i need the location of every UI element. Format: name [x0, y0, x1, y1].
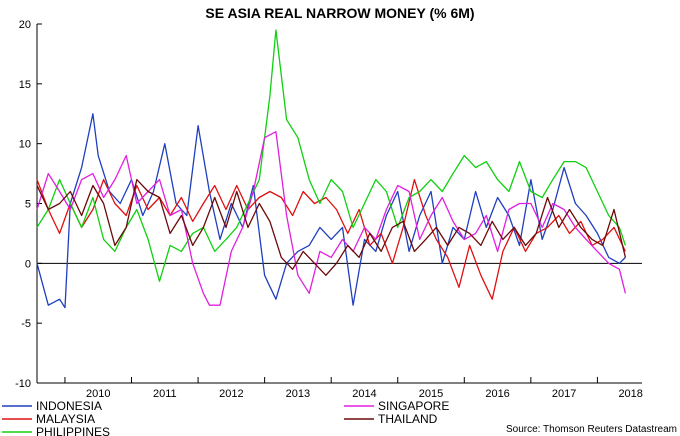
x-tick-label: 2016	[485, 388, 509, 400]
source-note: Source: Thomson Reuters Datastream	[506, 424, 677, 435]
legend-label-singapore: SINGAPORE	[378, 399, 449, 413]
series-line-philippines	[36, 29, 627, 282]
y-tick-label: 20	[19, 19, 31, 31]
x-tick-label: 2010	[86, 388, 110, 400]
y-axis-ticks: -10 -5 0 5 10 15 20	[15, 19, 42, 390]
series-lines	[36, 29, 627, 309]
x-tick-label: 2012	[219, 388, 243, 400]
chart-title: SE ASIA REAL NARROW MONEY (% 6M)	[205, 5, 474, 21]
plot-frame	[36, 24, 642, 384]
x-tick-label: 2013	[286, 388, 310, 400]
y-tick-label: 5	[25, 199, 31, 211]
x-tick-label: 2018	[618, 388, 642, 400]
y-tick-label: 15	[19, 79, 31, 91]
series-line-indonesia	[36, 113, 626, 309]
legend-label-thailand: THAILAND	[378, 412, 438, 426]
legend-label-philippines: PHILIPPINES	[36, 425, 110, 436]
y-tick-label: -10	[15, 378, 31, 390]
legend-label-malaysia: MALAYSIA	[36, 412, 95, 426]
x-tick-label: 2015	[419, 388, 443, 400]
x-tick-label: 2014	[352, 388, 376, 400]
x-tick-label: 2017	[552, 388, 576, 400]
legend-label-indonesia: INDONESIA	[36, 399, 102, 413]
x-tick-label: 2011	[153, 388, 177, 400]
series-line-thailand	[36, 178, 627, 276]
y-tick-label: -5	[21, 318, 31, 330]
x-axis-ticks: 2010 2011 2012 2013 2014 2015 2016 2017 2018	[64, 377, 643, 400]
series-line-singapore	[36, 131, 627, 306]
y-tick-label: 0	[25, 258, 31, 270]
y-tick-label: 10	[19, 139, 31, 151]
